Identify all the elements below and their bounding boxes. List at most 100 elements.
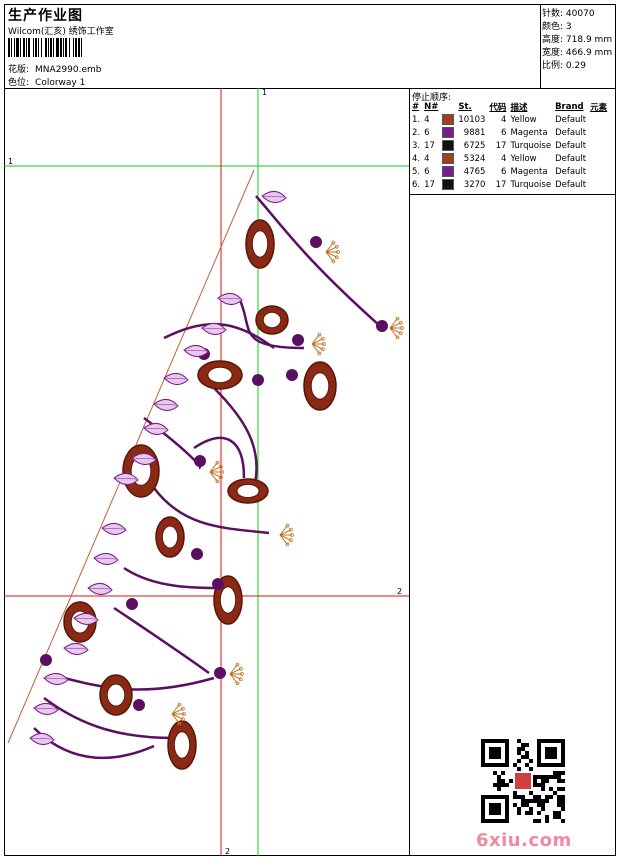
element-cell xyxy=(588,113,609,126)
thread-code-cell: 4 xyxy=(501,114,507,125)
header-bottom-rule xyxy=(4,88,616,89)
swatch-cell xyxy=(440,126,456,139)
red-v-guide-number: 2 xyxy=(225,847,231,856)
design-height-value: 718.9 mm xyxy=(565,35,613,45)
col-header-code: 代码 xyxy=(489,103,507,113)
design-name-row: 花版: MNA2990.emb xyxy=(8,62,101,75)
floral-motif xyxy=(29,191,404,770)
canvas-divider xyxy=(409,88,410,856)
row-index-cell: 6. xyxy=(412,179,421,190)
stitch-count: 针数: 40070 xyxy=(542,6,595,19)
color-count: 颜色: 3 xyxy=(542,19,572,32)
thread-code-cell: 6 xyxy=(501,166,507,177)
description-cell: Magenta xyxy=(510,127,548,138)
element-cell xyxy=(588,178,609,191)
stitch-count-cell: 5324 xyxy=(463,153,486,164)
color-swatch xyxy=(442,166,455,177)
red-h-guide-number: 2 xyxy=(397,587,403,596)
row-index-cell: 4. xyxy=(412,153,421,164)
studio-name: Wilcom(汇亥) 绣饰工作室 xyxy=(8,27,114,37)
stitch-count-label: 针数: xyxy=(542,9,564,19)
design-canvas xyxy=(4,88,409,856)
design-height-label: 高度: xyxy=(542,35,564,45)
swatch-cell xyxy=(440,139,456,152)
needle-number-cell: 17 xyxy=(424,179,435,190)
table-row: 3. 17 6725 17 Turquoise Default xyxy=(410,139,609,152)
color-swatch xyxy=(442,127,455,138)
stop-sequence-title: 停止顺序: xyxy=(412,93,452,103)
design-scale-value: 0.29 xyxy=(565,61,586,71)
table-row: 5. 6 4765 6 Magenta Default xyxy=(410,165,609,178)
barcode xyxy=(8,38,82,57)
description-cell: Turquoise xyxy=(510,140,552,151)
color-count-label: 颜色: xyxy=(542,22,564,32)
stitch-count-cell: 6725 xyxy=(463,140,486,151)
col-header-stitches: St. xyxy=(458,102,472,112)
row-index-cell: 3. xyxy=(412,140,421,151)
description-cell: Magenta xyxy=(510,166,548,177)
header-divider xyxy=(540,4,541,88)
design-label: 花版: xyxy=(8,65,30,75)
element-cell xyxy=(588,152,609,165)
thread-code-cell: 17 xyxy=(495,179,507,190)
element-cell xyxy=(588,165,609,178)
brand-cell: Default xyxy=(555,140,587,151)
brand-cell: Default xyxy=(555,166,587,177)
element-cell xyxy=(588,139,609,152)
qr-code xyxy=(481,739,565,823)
col-header-needle: N# xyxy=(424,102,439,112)
color-count-value: 3 xyxy=(565,22,572,32)
colorway-row: 色位: Colorway 1 xyxy=(8,75,85,88)
col-header-element: 元素 xyxy=(590,103,608,113)
swatch-cell xyxy=(440,152,456,165)
needle-number-cell: 6 xyxy=(424,166,430,177)
colorway-label: 色位: xyxy=(8,78,30,88)
brand-cell: Default xyxy=(555,179,587,190)
row-index-cell: 1. xyxy=(412,114,421,125)
stitch-count-cell: 4765 xyxy=(463,166,486,177)
stop-sequence-table: # N# St. 代码 描述 Brand 元素 1. 4 10103 4 Yellow D… xyxy=(410,101,609,191)
row-index-cell: 5. xyxy=(412,166,421,177)
needle-number-cell: 4 xyxy=(424,153,430,164)
color-swatch xyxy=(442,179,455,190)
element-cell xyxy=(588,126,609,139)
table-row: 2. 6 9881 6 Magenta Default xyxy=(410,126,609,139)
description-cell: Yellow xyxy=(510,153,537,164)
brand-cell: Default xyxy=(555,153,587,164)
brand-cell: Default xyxy=(555,127,587,138)
needle-number-cell: 4 xyxy=(424,114,430,125)
color-swatch xyxy=(442,153,455,164)
description-cell: Yellow xyxy=(510,114,537,125)
stitch-count-cell: 10103 xyxy=(458,114,486,125)
col-header-brand: Brand xyxy=(555,102,584,112)
col-header-index: # xyxy=(412,102,420,112)
green-v-guide-number: 1 xyxy=(262,88,268,97)
colorway-value: Colorway 1 xyxy=(35,78,86,88)
design-width-value: 466.9 mm xyxy=(565,48,613,58)
color-swatch xyxy=(442,114,455,125)
stitch-count-cell: 9881 xyxy=(463,127,486,138)
sequence-bottom-rule xyxy=(409,194,616,195)
swatch-cell xyxy=(440,113,456,126)
design-height: 高度: 718.9 mm xyxy=(542,32,612,45)
watermark-logo: 6xiu.com xyxy=(476,830,572,851)
col-header-description: 描述 xyxy=(510,103,528,113)
design-scale-label: 比例: xyxy=(542,61,564,71)
table-row: 4. 4 5324 4 Yellow Default xyxy=(410,152,609,165)
stitch-count-cell: 3270 xyxy=(463,179,486,190)
color-swatch xyxy=(442,140,455,151)
description-cell: Turquoise xyxy=(510,179,552,190)
swatch-cell xyxy=(440,178,456,191)
table-row: 6. 17 3270 17 Turquoise Default xyxy=(410,178,609,191)
row-index-cell: 2. xyxy=(412,127,421,138)
worksheet-frame xyxy=(4,4,616,856)
needle-number-cell: 17 xyxy=(424,140,435,151)
design-scale: 比例: 0.29 xyxy=(542,58,586,71)
design-value: MNA2990.emb xyxy=(35,65,102,75)
design-width: 宽度: 466.9 mm xyxy=(542,45,612,58)
thread-code-cell: 17 xyxy=(495,140,507,151)
thread-code-cell: 4 xyxy=(501,153,507,164)
table-header-row: # N# St. 代码 描述 Brand 元素 xyxy=(410,101,609,113)
green-h-guide-number: 1 xyxy=(8,157,14,166)
design-width-label: 宽度: xyxy=(542,48,564,58)
